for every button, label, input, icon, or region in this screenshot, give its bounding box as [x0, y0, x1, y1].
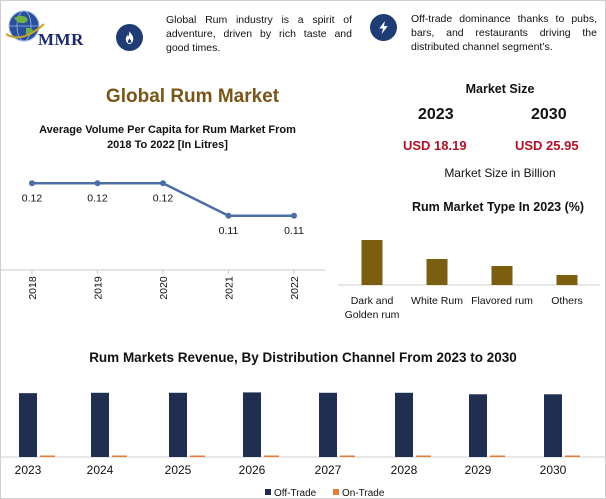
year-label: 2025 — [165, 463, 192, 477]
on-trade-bar — [40, 455, 55, 457]
data-label: 0.12 — [153, 192, 174, 204]
lightning-icon — [379, 20, 388, 35]
off-trade-bar — [169, 392, 187, 457]
year-label: 2028 — [391, 463, 418, 477]
x-tick-label: 2022 — [289, 276, 301, 300]
legend-swatch — [265, 489, 271, 495]
category-label: Flavored rum — [471, 295, 533, 307]
data-label: 0.12 — [22, 192, 43, 204]
on-trade-bar — [490, 455, 505, 457]
revenue-chart-title: Rum Markets Revenue, By Distribution Cha… — [89, 350, 517, 365]
x-tick-label: 2021 — [224, 276, 236, 300]
off-trade-bar — [243, 392, 261, 457]
off-trade-bar — [469, 394, 487, 457]
type-bar — [361, 240, 383, 285]
year-label: 2030 — [540, 463, 567, 477]
on-trade-bar — [416, 455, 431, 457]
header-info-1: Global Rum industry is a spirit of adven… — [166, 14, 352, 54]
header-info-2: Off-trade dominance thanks to pubs, bars… — [411, 13, 597, 53]
lightning-badge — [370, 14, 397, 41]
on-trade-bar — [264, 455, 279, 457]
type-bar — [426, 259, 448, 285]
category-label: Others — [551, 295, 583, 307]
data-label: 0.11 — [219, 225, 239, 237]
type-chart-title: Rum Market Type In 2023 (%) — [411, 200, 585, 214]
data-label: 0.12 — [87, 192, 108, 204]
brand-name: MMR — [38, 30, 84, 49]
type-bar — [556, 275, 578, 285]
line-point — [291, 212, 297, 219]
line-chart: 0.12 2018 0.12 2019 0.12 2020 0.11 2021 0.11 2022 — [0, 180, 325, 300]
x-tick-label: 2020 — [158, 276, 170, 300]
main-title: Global Rum Market — [105, 86, 280, 107]
on-trade-bar — [565, 455, 580, 457]
market-size-unit: Market Size in Billion — [444, 166, 556, 180]
category-label: Golden rum — [345, 309, 400, 321]
market-size-value-2030: USD 25.95 — [515, 138, 579, 153]
category-label: White Rum — [411, 295, 463, 307]
year-label: 2023 — [15, 463, 42, 477]
year-label: 2027 — [315, 463, 342, 477]
category-label: Dark and — [351, 295, 394, 307]
market-size-year-2023: 2023 — [418, 106, 454, 123]
line-point — [29, 180, 35, 187]
legend-label: On-Trade — [342, 488, 385, 499]
off-trade-bar — [319, 392, 337, 457]
line-point — [225, 212, 232, 219]
fire-icon — [125, 30, 134, 45]
off-trade-bar — [544, 394, 562, 457]
data-label: 0.11 — [284, 225, 304, 237]
line-point — [160, 180, 166, 187]
market-size-title: Market Size — [465, 82, 535, 96]
year-label: 2026 — [239, 463, 266, 477]
x-tick-label: 2018 — [27, 276, 39, 300]
legend-swatch — [333, 489, 339, 495]
line-point — [94, 180, 101, 187]
x-tick-label: 2019 — [93, 276, 105, 300]
revenue-bar-chart: 2023 2024 2025 2026 2027 2028 2029 2030 Off-Trad… — [0, 392, 606, 499]
year-label: 2029 — [465, 463, 492, 477]
legend-label: Off-Trade — [274, 488, 317, 499]
fire-badge — [116, 24, 143, 51]
type-bar-chart: Dark and Golden rum White Rum Flavored rum O… — [338, 240, 600, 321]
off-trade-bar — [19, 393, 37, 457]
market-size-value-2023: USD 18.19 — [403, 138, 467, 153]
off-trade-bar — [395, 392, 413, 457]
line-chart-title: Average Volume Per Capita for Rum Market… — [39, 124, 296, 151]
type-bar — [491, 266, 513, 285]
on-trade-bar — [190, 455, 205, 457]
off-trade-bar — [91, 392, 109, 457]
mmr-logo: MMR — [4, 4, 104, 52]
globe-icon — [5, 10, 45, 42]
on-trade-bar — [112, 455, 127, 457]
market-size-year-2030: 2030 — [531, 106, 567, 123]
year-label: 2024 — [87, 463, 114, 477]
on-trade-bar — [340, 455, 355, 457]
